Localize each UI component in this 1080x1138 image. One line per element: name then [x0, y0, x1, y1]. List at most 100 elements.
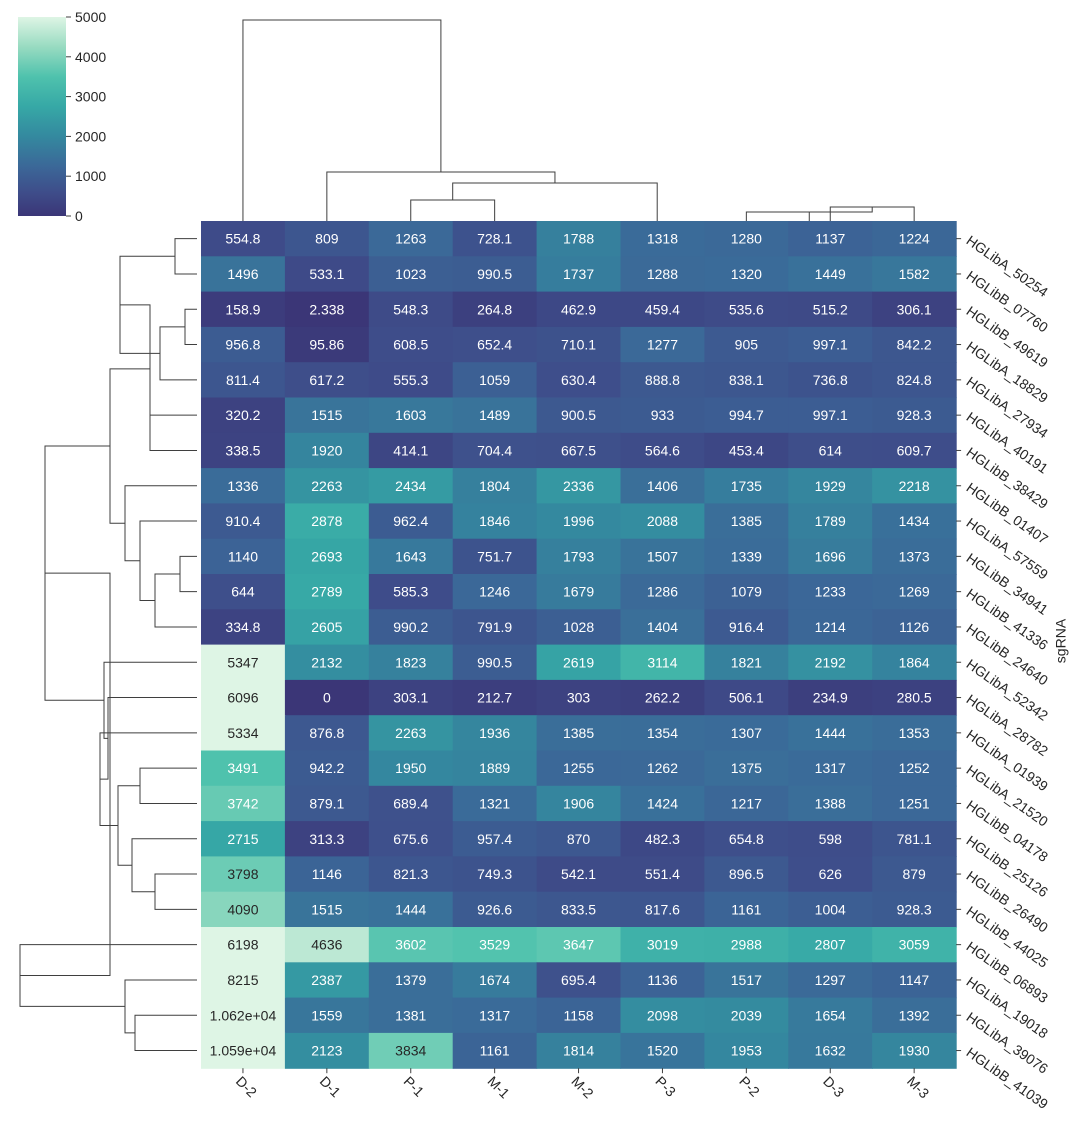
column-label: P-1 [401, 1073, 428, 1100]
cell-value-label: 1846 [479, 513, 510, 529]
heatmap-cell [452, 468, 538, 504]
cell-value-label: 1392 [899, 1007, 930, 1023]
cell-value-label: 1126 [899, 619, 929, 635]
cell-value-label: 1515 [311, 407, 342, 423]
row-dendrogram-link [117, 785, 140, 866]
cell-value-label: 1233 [815, 584, 846, 600]
heatmap-cell [201, 785, 286, 822]
cell-value-label: 3529 [479, 937, 510, 953]
heatmap-cell [872, 715, 957, 752]
cell-value-label: 1930 [899, 1043, 930, 1059]
heatmap-cell [284, 291, 370, 328]
heatmap-cell [201, 679, 286, 716]
heatmap-cell [872, 962, 957, 999]
cell-value-label: 1354 [647, 725, 678, 741]
cell-value-label: 1385 [731, 513, 762, 529]
cell-value-label: 551.4 [645, 866, 680, 882]
heatmap-cell [284, 962, 370, 999]
cell-value-label: 2263 [395, 725, 426, 741]
cell-value-label: 1023 [395, 266, 426, 282]
cell-value-label: 1603 [395, 407, 426, 423]
cell-value-label: 3602 [395, 937, 426, 953]
colorbar: 0 1000 2000 3000 4000 5000 [18, 9, 106, 224]
cell-value-label: 1814 [563, 1043, 594, 1059]
cell-value-label: 3019 [647, 937, 678, 953]
heatmap-cell [368, 503, 454, 540]
heatmap-cell [284, 750, 370, 787]
heatmap-cell [452, 326, 538, 363]
cell-value-label: 990.2 [393, 619, 428, 635]
heatmap-cell [788, 750, 873, 787]
heatmap-cell [284, 609, 370, 646]
cell-value-label: 2988 [731, 937, 762, 953]
cell-value-label: 2336 [563, 478, 594, 494]
heatmap-cell [788, 962, 873, 999]
heatmap-cell [284, 326, 370, 363]
heatmap-cell [452, 891, 538, 928]
cell-value-label: 957.4 [477, 831, 512, 847]
heatmap-cell [452, 538, 538, 575]
cell-value-label: 1449 [815, 266, 846, 282]
column-label: P-2 [736, 1073, 763, 1100]
cell-value-label: 1735 [731, 478, 762, 494]
heatmap-cell [452, 1032, 538, 1069]
heatmap-grid: 554.8 809 1263 728.1 1788 1318 1280 1137 1224 149… [201, 221, 957, 1069]
cell-value-label: 1140 [228, 548, 258, 564]
cell-value-label: 1404 [647, 619, 678, 635]
cell-value-label: 1804 [479, 478, 510, 494]
heatmap-cell [452, 609, 538, 646]
heatmap-cell [452, 362, 538, 399]
cell-value-label: 459.4 [645, 301, 680, 317]
heatmap-cell [536, 574, 622, 610]
cell-value-label: 303.1 [393, 690, 428, 706]
cell-value-label: 704.4 [477, 442, 512, 458]
row-dendrogram-link [174, 238, 197, 275]
heatmap-cell [536, 785, 622, 822]
cell-value-label: 1496 [227, 266, 258, 282]
heatmap-cell [872, 291, 957, 328]
cell-value-label: 2693 [311, 548, 342, 564]
cell-value-label: 817.6 [645, 901, 680, 917]
cell-value-label: 1582 [899, 266, 930, 282]
cell-value-label: 1288 [647, 266, 678, 282]
heatmap-cell [704, 997, 789, 1034]
cell-value-label: 1385 [563, 725, 594, 741]
heatmap-cell [536, 503, 622, 540]
cell-value-label: 905 [735, 337, 759, 353]
cell-value-label: 994.7 [729, 407, 764, 423]
cell-value-label: 1262 [647, 760, 678, 776]
heatmap-cell [704, 468, 789, 504]
heatmap-cell [201, 644, 286, 681]
heatmap-cell [368, 962, 454, 999]
heatmap-cell [620, 609, 705, 646]
heatmap-cell [620, 362, 705, 399]
heatmap-cell [620, 538, 705, 575]
heatmap-cell [788, 468, 873, 504]
heatmap-cell [201, 856, 286, 893]
heatmap-cell [788, 574, 873, 610]
column-label: M-2 [568, 1073, 597, 1102]
heatmap-cell [368, 221, 454, 257]
cell-value-label: 751.7 [477, 548, 512, 564]
heatmap-cell [201, 432, 286, 469]
cell-value-label: 675.6 [393, 831, 428, 847]
heatmap-cell [284, 538, 370, 575]
heatmap-cell [452, 962, 538, 999]
cell-value-label: 990.5 [477, 654, 512, 670]
cell-value-label: 997.1 [813, 337, 848, 353]
cell-value-label: 542.1 [561, 866, 596, 882]
heatmap-cell [788, 679, 873, 716]
heatmap-cell [536, 891, 622, 928]
cell-value-label: 1280 [731, 231, 762, 247]
cell-value-label: 1406 [647, 478, 678, 494]
heatmap-cell [452, 291, 538, 328]
heatmap-cell [368, 326, 454, 363]
heatmap-cell [788, 927, 873, 963]
cell-value-label: 1388 [815, 795, 846, 811]
cell-value-label: 1823 [395, 654, 426, 670]
cell-value-label: 1320 [731, 266, 762, 282]
heatmap-cell [788, 397, 873, 434]
cell-value-label: 2434 [395, 478, 426, 494]
heatmap-cell [284, 821, 370, 857]
heatmap-cell [452, 715, 538, 752]
